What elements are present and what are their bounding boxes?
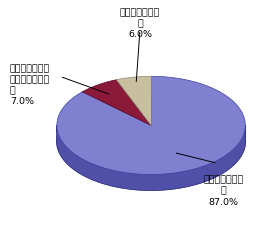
Polygon shape: [57, 77, 245, 175]
Text: 聞いたことがあ
る
87.0%: 聞いたことがあ る 87.0%: [203, 175, 243, 206]
Polygon shape: [116, 77, 151, 126]
Polygon shape: [82, 80, 151, 126]
Text: 聞いたことがあ
るような気がす
る
7.0%: 聞いたことがあ るような気がす る 7.0%: [10, 64, 50, 106]
Polygon shape: [57, 92, 245, 190]
Text: 聞いたことがな
い
6.0%: 聞いたことがな い 6.0%: [120, 8, 160, 39]
Polygon shape: [57, 126, 245, 190]
Polygon shape: [57, 130, 245, 190]
